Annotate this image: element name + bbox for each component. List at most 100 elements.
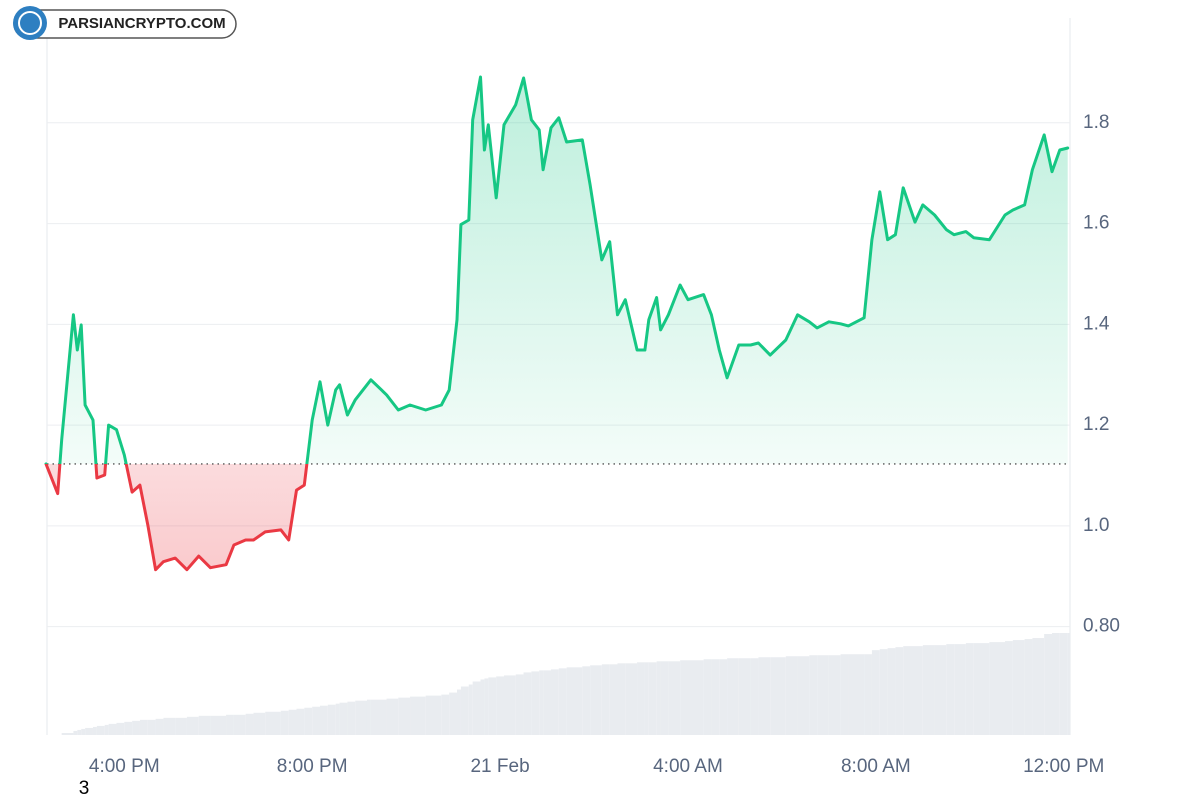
volume-bar	[1012, 640, 1025, 735]
volume-bar	[887, 648, 896, 735]
volume-bar	[296, 708, 305, 735]
y-tick-label: 1.6	[1083, 213, 1109, 234]
volume-bar	[543, 670, 551, 735]
volume-bar	[840, 654, 849, 735]
volume-bar	[828, 655, 841, 735]
volume-bar	[785, 656, 798, 735]
volume-bar	[914, 646, 923, 735]
volume-bar	[449, 692, 458, 735]
volume-bar	[1067, 633, 1070, 735]
volume-bar	[566, 667, 583, 735]
volume-bar	[210, 715, 227, 735]
y-tick-label: 1.0	[1083, 515, 1109, 536]
volume-bar	[758, 657, 771, 735]
volume-bar	[116, 722, 125, 735]
plot-layer: 0.80 1.0 1.2 1.4 1.6 1.8 4:00 PM 8:00 PM 21 Feb 4…	[44, 18, 1120, 777]
y-tick-label: 1.2	[1083, 414, 1109, 435]
volume-bar	[750, 658, 759, 735]
volume-bar	[1051, 633, 1060, 735]
volume-bar	[711, 659, 720, 735]
volume-bar	[637, 662, 645, 735]
x-tick-label: 21 Feb	[470, 756, 529, 777]
volume-bar	[147, 719, 156, 735]
x-tick-label: 8:00 AM	[841, 756, 911, 777]
volume-bar	[817, 655, 829, 735]
volume-bar	[335, 703, 340, 735]
volume-bar	[895, 647, 904, 735]
volume-bar	[770, 657, 786, 735]
volume-bar	[186, 716, 199, 735]
volume-bar	[472, 681, 481, 735]
area	[46, 77, 1068, 570]
x-tick-label: 4:00 PM	[89, 756, 160, 777]
volume-bar	[922, 645, 935, 735]
volume-bar	[946, 644, 955, 735]
volume-bar	[660, 661, 669, 735]
volume-bar	[1059, 633, 1068, 735]
volume-bar	[226, 714, 234, 735]
volume-bar	[312, 706, 321, 735]
volume-bar	[590, 665, 602, 735]
watermark-logo-ring	[18, 11, 42, 35]
watermark-text: PARSIANCRYPTO.COM	[58, 15, 225, 32]
volume-bar	[163, 717, 176, 735]
volume-bar	[934, 645, 947, 735]
volume-bar	[601, 664, 610, 735]
volume-bar	[73, 730, 78, 735]
volume-bar	[304, 707, 313, 735]
volume-bar	[648, 662, 657, 735]
volume-bar	[370, 699, 387, 735]
volume-bar	[77, 729, 82, 735]
volume-bar	[879, 649, 888, 735]
volume-bar	[488, 677, 497, 735]
volume-bar	[973, 643, 990, 735]
volume-bar	[457, 689, 461, 735]
x-tick-label: 4:00 AM	[653, 756, 723, 777]
volume-bar	[496, 676, 504, 735]
volume-bar	[668, 661, 681, 735]
volume-bar	[198, 715, 211, 735]
volume-bar	[366, 699, 371, 735]
volume-bar	[656, 661, 661, 735]
volume-bar	[245, 713, 254, 735]
volume-bar	[558, 668, 567, 735]
volume-bar	[719, 659, 728, 735]
volume-bar	[871, 650, 880, 735]
watermark: PARSIANCRYPTO.COM	[13, 6, 237, 40]
volume-bar	[425, 695, 442, 735]
volume-bar	[550, 669, 559, 735]
volume-bar	[288, 709, 297, 735]
volume-bar	[61, 732, 74, 735]
volume-bar	[460, 686, 469, 735]
volume-bar	[727, 658, 739, 735]
volume-bar	[410, 696, 426, 735]
volume-bar	[582, 666, 591, 735]
volume-bar	[617, 663, 626, 735]
volume-bar	[954, 644, 966, 735]
volume-bar	[132, 720, 140, 735]
volume-bar	[233, 714, 246, 735]
volume-bar	[347, 701, 356, 735]
volume-bar	[85, 727, 93, 735]
volume-bar	[484, 678, 489, 735]
volume-bar	[108, 723, 117, 735]
volume-bar	[539, 670, 544, 735]
volume-bar	[104, 724, 109, 735]
volume-bar	[139, 719, 148, 735]
volume-bar	[989, 642, 1006, 735]
x-tick-label: 12:00 PM	[1023, 756, 1104, 777]
volume-bar	[253, 712, 266, 735]
volume-bar	[81, 728, 86, 735]
stray-label: 3	[79, 778, 90, 799]
volume-bar	[1032, 638, 1045, 735]
volume-bar	[398, 697, 411, 735]
volume-bar	[280, 710, 289, 735]
volume-bar	[503, 675, 516, 735]
volume-bar	[809, 655, 818, 735]
volume-bar	[1044, 634, 1052, 735]
volume-bar	[848, 654, 865, 735]
volume-bar	[531, 671, 540, 735]
volume-bar	[515, 674, 524, 735]
volume-bar	[797, 656, 810, 735]
